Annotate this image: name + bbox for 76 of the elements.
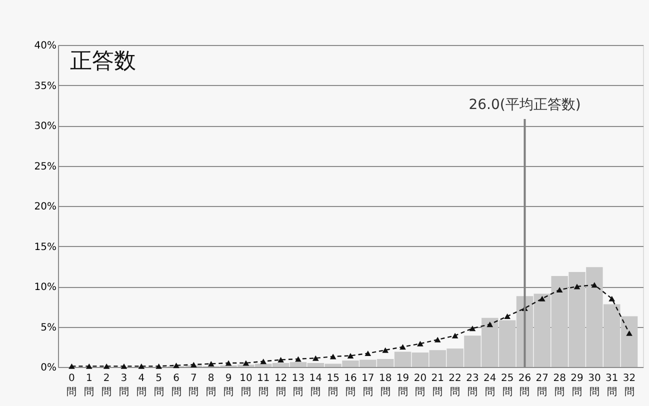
point xyxy=(434,336,441,342)
point xyxy=(312,355,319,361)
x-tick-label: 7問 xyxy=(188,373,199,398)
x-tick-label: 10問 xyxy=(240,373,252,398)
point xyxy=(225,360,232,366)
point xyxy=(486,322,494,328)
point xyxy=(382,347,389,353)
y-tick-label: 25% xyxy=(34,161,56,172)
x-tick-label: 29問 xyxy=(570,373,584,398)
point xyxy=(539,296,546,302)
point xyxy=(330,354,336,360)
x-tick-label: 27問 xyxy=(536,373,549,398)
point xyxy=(138,363,145,369)
y-tick-label: 15% xyxy=(34,242,56,253)
chart-title: 正答数 xyxy=(70,49,136,74)
x-tick-label: 14問 xyxy=(309,373,322,398)
point xyxy=(574,284,580,290)
x-tick-label: 16問 xyxy=(344,373,357,398)
point xyxy=(469,326,476,332)
point xyxy=(417,340,424,346)
y-tick-label: 30% xyxy=(34,121,56,132)
x-tick-label: 9問 xyxy=(224,373,234,398)
y-tick-label: 35% xyxy=(34,80,56,92)
x-tick-label: 23問 xyxy=(466,373,479,398)
point xyxy=(68,363,75,369)
point xyxy=(208,361,214,367)
point xyxy=(173,362,180,368)
x-tick-label: 25問 xyxy=(500,373,514,398)
point xyxy=(86,363,92,369)
x-tick-label: 13問 xyxy=(292,373,305,398)
point xyxy=(260,358,267,364)
ref-line-label: 26.0(平均正答数) xyxy=(468,97,581,113)
point xyxy=(591,282,598,288)
x-tick-label: 32問 xyxy=(622,373,636,398)
x-tick-label: 19問 xyxy=(396,373,410,398)
point xyxy=(190,362,197,368)
point xyxy=(295,356,302,362)
y-tick-label: 10% xyxy=(34,282,56,293)
point xyxy=(504,314,510,320)
x-tick-label: 4問 xyxy=(136,373,146,398)
x-tick-label: 26問 xyxy=(518,373,532,398)
y-tick-label: 20% xyxy=(34,202,56,212)
x-tick-label: 28問 xyxy=(553,373,566,398)
point xyxy=(556,286,563,292)
point xyxy=(364,350,372,356)
point xyxy=(278,357,284,362)
x-tick-label: 8問 xyxy=(206,373,216,398)
x-tick-label: 5問 xyxy=(154,373,164,398)
x-tick-label: 3問 xyxy=(118,373,129,398)
point xyxy=(120,363,128,369)
y-tick-label: 5% xyxy=(40,322,56,334)
y-tick-label: 0% xyxy=(40,362,56,374)
point xyxy=(400,344,406,350)
x-tick-label: 20問 xyxy=(414,373,427,398)
x-tick-label: 11問 xyxy=(257,373,270,398)
point xyxy=(347,352,354,358)
point xyxy=(626,330,632,336)
x-tick-label: 21問 xyxy=(431,373,444,398)
y-tick-label: 40% xyxy=(34,40,56,52)
point xyxy=(242,360,250,366)
x-tick-label: 2問 xyxy=(102,373,112,398)
x-tick-label: 17問 xyxy=(362,373,374,398)
x-tick-label: 18問 xyxy=(378,373,392,398)
x-tick-label: 6問 xyxy=(171,373,182,398)
x-tick-label: 0問 xyxy=(66,373,77,398)
x-tick-label: 15問 xyxy=(326,373,340,398)
point xyxy=(452,332,458,338)
x-tick-label: 31問 xyxy=(605,373,618,398)
point xyxy=(608,296,616,302)
x-tick-label: 24問 xyxy=(484,373,496,398)
x-tick-label: 30問 xyxy=(588,373,601,398)
point xyxy=(103,363,110,369)
x-tick-label: 1問 xyxy=(84,373,94,398)
x-tick-label: 22問 xyxy=(448,373,462,398)
x-tick-label: 12問 xyxy=(274,373,288,398)
point xyxy=(156,363,162,369)
